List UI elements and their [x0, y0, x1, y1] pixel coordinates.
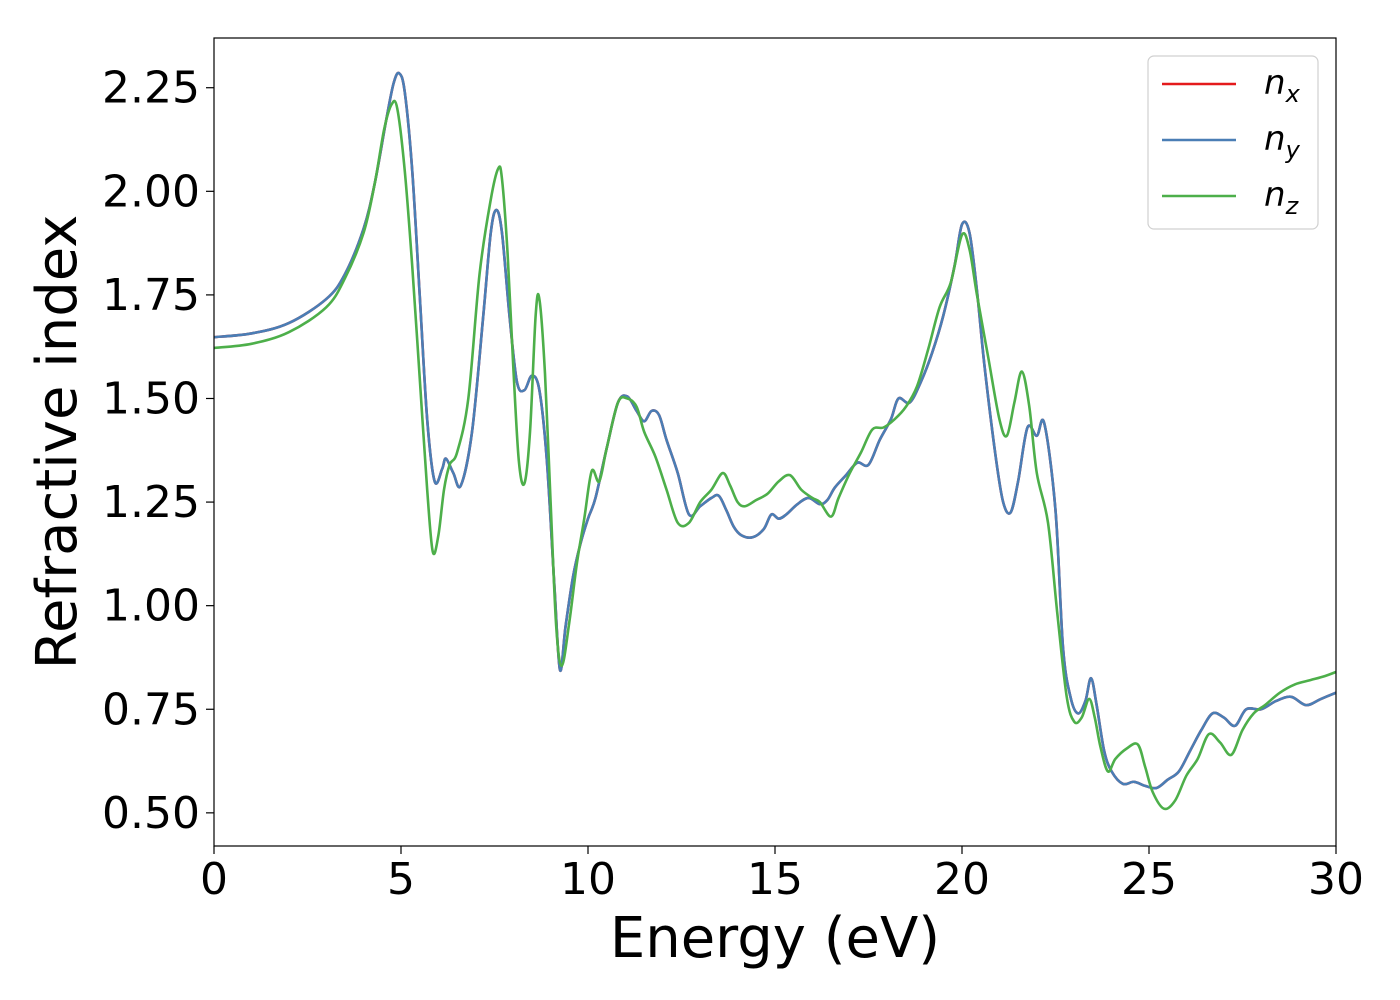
x-tick-label: 15 — [747, 854, 803, 905]
y-tick-label: 1.50 — [102, 373, 200, 424]
legend-label-nx: nx — [1264, 63, 1301, 108]
legend-label-ny: ny — [1264, 119, 1301, 164]
series-layer — [214, 71, 1336, 811]
y-tick-label: 1.25 — [102, 477, 200, 528]
x-tick-label: 5 — [387, 854, 415, 905]
y-tick-label: 2.00 — [102, 166, 200, 217]
y-tick-label: 1.00 — [102, 581, 200, 632]
y-axis-title: Refractive index — [25, 215, 90, 670]
x-tick-label: 20 — [934, 854, 990, 905]
y-tick-label: 2.25 — [102, 63, 200, 114]
x-tick-label: 0 — [200, 854, 228, 905]
y-tick-label: 1.75 — [102, 270, 200, 321]
y-tick-label: 0.50 — [102, 788, 200, 839]
x-axis: 0 5 10 15 20 25 30 — [200, 846, 1364, 905]
series-line-ny — [214, 71, 1336, 790]
x-tick-label: 25 — [1121, 854, 1177, 905]
y-tick-label: 0.75 — [102, 684, 200, 735]
x-tick-label: 30 — [1308, 854, 1364, 905]
y-axis: 0.50 0.75 1.00 1.25 1.50 1.75 2.00 2.25 — [102, 63, 214, 839]
legend-label-nz: nz — [1264, 175, 1300, 220]
series-line-nz — [214, 99, 1336, 811]
x-tick-label: 10 — [560, 854, 616, 905]
x-axis-title: Energy (eV) — [610, 906, 940, 971]
legend: nx ny nz — [1147, 55, 1319, 230]
legend-box — [1147, 55, 1319, 230]
